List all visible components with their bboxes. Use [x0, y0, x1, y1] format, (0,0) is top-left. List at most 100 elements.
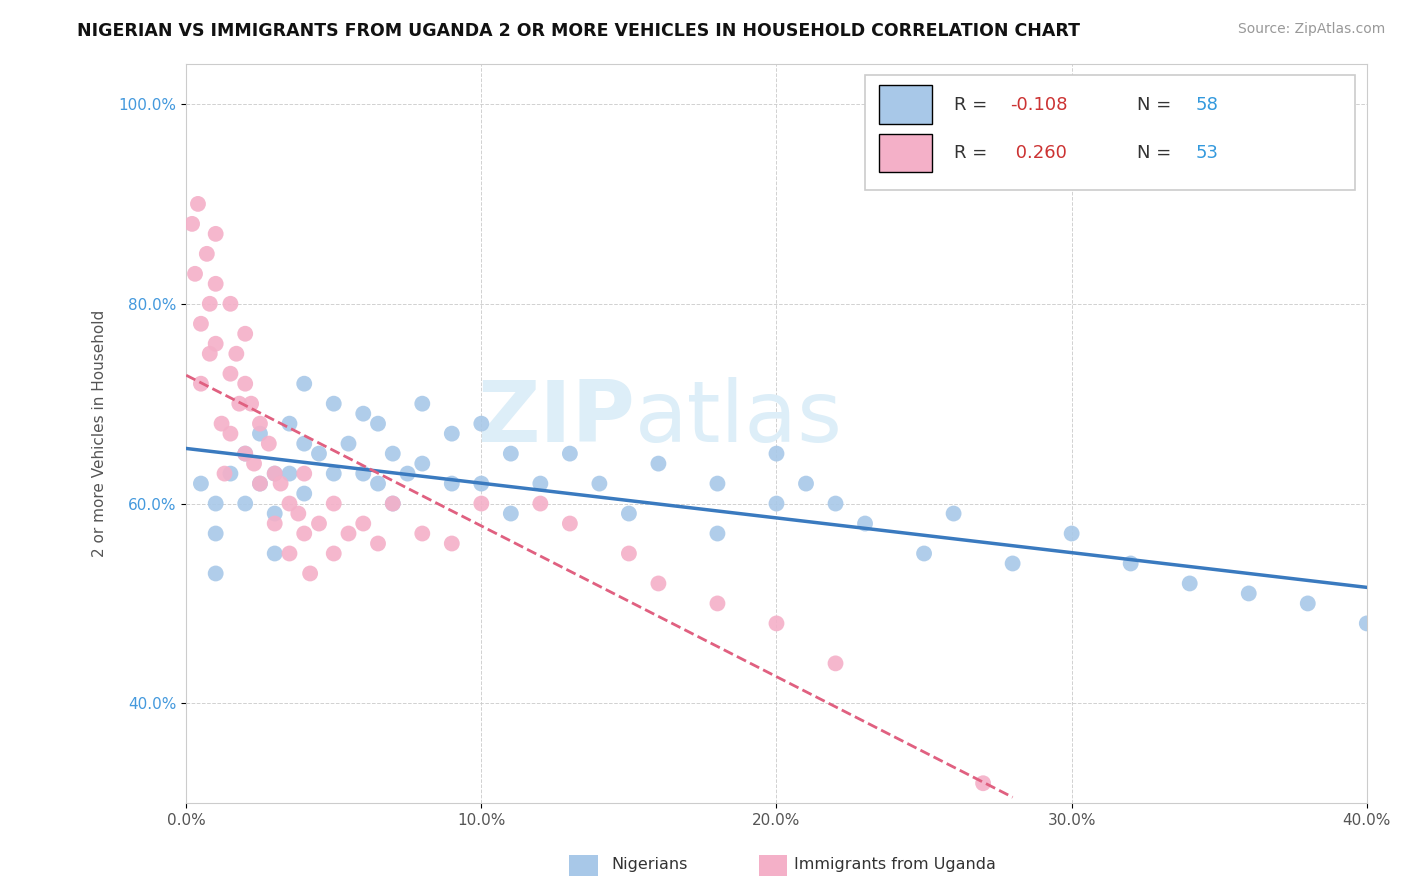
- Text: -0.108: -0.108: [1011, 95, 1067, 113]
- Point: [257, 436, 280, 450]
- Point: [187, 197, 209, 211]
- Point: [765, 447, 787, 461]
- Point: [972, 776, 994, 790]
- Y-axis label: 2 or more Vehicles in Household: 2 or more Vehicles in Household: [93, 310, 107, 558]
- Point: [367, 417, 389, 431]
- Point: [499, 507, 522, 521]
- Point: [190, 476, 212, 491]
- Point: [181, 217, 204, 231]
- Point: [824, 497, 846, 511]
- Text: 0.260: 0.260: [1011, 144, 1067, 161]
- Point: [190, 376, 212, 391]
- Point: [278, 417, 301, 431]
- Point: [322, 397, 344, 411]
- Point: [381, 447, 404, 461]
- Point: [233, 497, 256, 511]
- Point: [204, 227, 226, 241]
- Text: R =: R =: [953, 95, 993, 113]
- Point: [249, 417, 271, 431]
- Point: [1237, 586, 1260, 600]
- Point: [190, 317, 212, 331]
- Point: [204, 526, 226, 541]
- Point: [352, 516, 374, 531]
- Point: [337, 436, 360, 450]
- Text: NIGERIAN VS IMMIGRANTS FROM UGANDA 2 OR MORE VEHICLES IN HOUSEHOLD CORRELATION C: NIGERIAN VS IMMIGRANTS FROM UGANDA 2 OR …: [77, 22, 1080, 40]
- Text: Nigerians: Nigerians: [612, 857, 688, 872]
- Point: [647, 576, 669, 591]
- FancyBboxPatch shape: [865, 75, 1355, 190]
- Point: [1355, 616, 1378, 631]
- Point: [942, 507, 965, 521]
- Point: [249, 426, 271, 441]
- Point: [299, 566, 322, 581]
- Point: [367, 536, 389, 550]
- Point: [263, 547, 285, 561]
- Point: [794, 476, 817, 491]
- Point: [470, 476, 492, 491]
- Point: [240, 397, 263, 411]
- Point: [292, 436, 315, 450]
- Point: [440, 476, 463, 491]
- Point: [1296, 597, 1319, 611]
- Point: [204, 277, 226, 291]
- Point: [278, 497, 301, 511]
- Point: [411, 526, 433, 541]
- Point: [278, 547, 301, 561]
- Point: [1119, 557, 1142, 571]
- Text: 53: 53: [1195, 144, 1219, 161]
- Point: [352, 407, 374, 421]
- Point: [198, 347, 221, 361]
- Point: [765, 616, 787, 631]
- Point: [411, 397, 433, 411]
- Text: Source: ZipAtlas.com: Source: ZipAtlas.com: [1237, 22, 1385, 37]
- Point: [1178, 576, 1201, 591]
- Point: [204, 497, 226, 511]
- Point: [529, 476, 551, 491]
- Text: atlas: atlas: [636, 377, 842, 460]
- Point: [211, 417, 233, 431]
- Point: [706, 597, 728, 611]
- Point: [233, 447, 256, 461]
- Point: [263, 467, 285, 481]
- Point: [219, 367, 242, 381]
- Text: N =: N =: [1136, 144, 1177, 161]
- Point: [198, 297, 221, 311]
- Text: 58: 58: [1195, 95, 1219, 113]
- Point: [470, 497, 492, 511]
- Point: [219, 426, 242, 441]
- Point: [287, 507, 309, 521]
- Point: [411, 457, 433, 471]
- Point: [322, 547, 344, 561]
- Point: [292, 526, 315, 541]
- Text: R =: R =: [953, 144, 993, 161]
- Point: [1060, 526, 1083, 541]
- Point: [292, 467, 315, 481]
- Point: [765, 497, 787, 511]
- Point: [706, 476, 728, 491]
- Point: [243, 457, 266, 471]
- Point: [322, 467, 344, 481]
- Point: [225, 347, 247, 361]
- Point: [233, 376, 256, 391]
- Text: N =: N =: [1136, 95, 1177, 113]
- Point: [706, 526, 728, 541]
- Point: [219, 297, 242, 311]
- Point: [214, 467, 236, 481]
- Point: [558, 516, 581, 531]
- Point: [204, 566, 226, 581]
- Point: [367, 476, 389, 491]
- Point: [588, 476, 610, 491]
- Point: [263, 516, 285, 531]
- Point: [308, 447, 330, 461]
- Point: [263, 507, 285, 521]
- Point: [1001, 557, 1024, 571]
- Point: [558, 447, 581, 461]
- Point: [617, 547, 640, 561]
- Point: [270, 476, 292, 491]
- Point: [228, 397, 250, 411]
- Point: [249, 476, 271, 491]
- Point: [278, 467, 301, 481]
- Point: [292, 376, 315, 391]
- Point: [529, 497, 551, 511]
- FancyBboxPatch shape: [879, 86, 932, 124]
